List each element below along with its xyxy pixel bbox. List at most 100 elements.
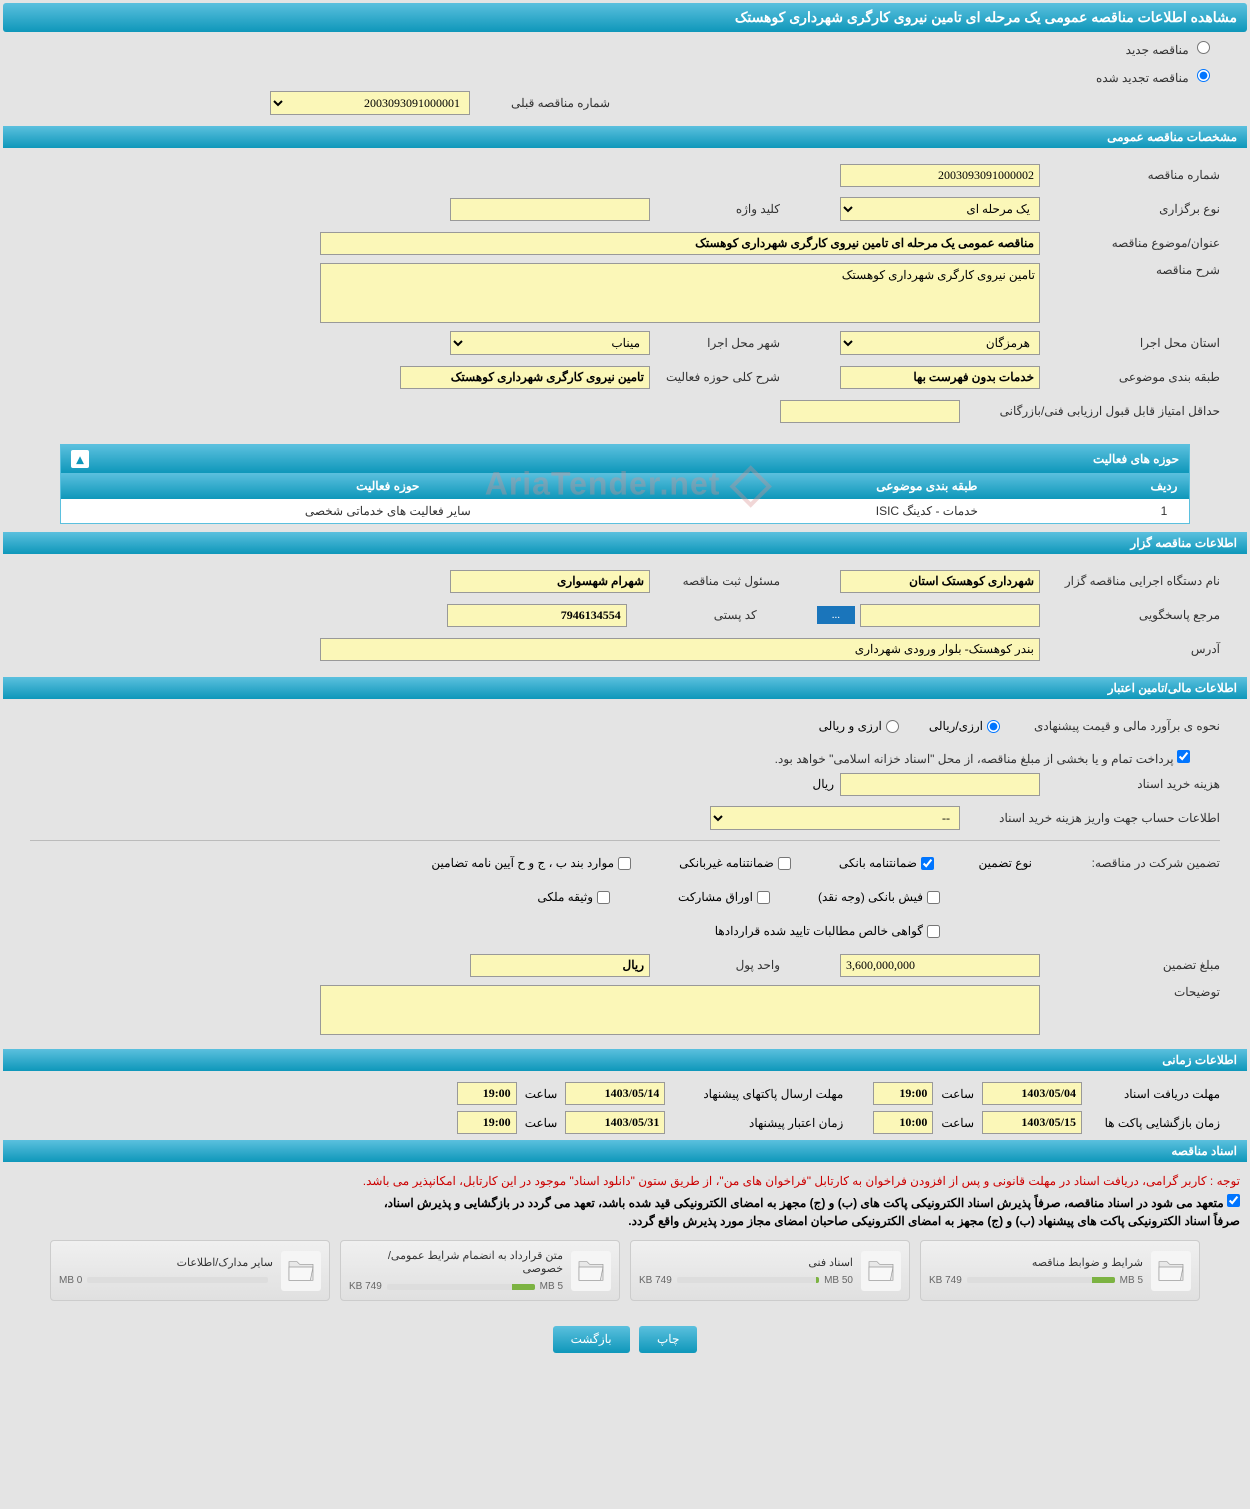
scope-label: شرح کلی حوزه فعالیت [650,370,780,384]
guarantee-section-label: تضمین شرکت در مناقصه: [1040,856,1220,870]
section-financial: اطلاعات مالی/تامین اعتبار [3,677,1247,699]
activities-title: حوزه های فعالیت [1093,452,1179,466]
col-field: حوزه فعالیت [61,473,715,499]
validity-time[interactable] [457,1111,517,1134]
folder-icon [861,1251,901,1291]
radio-new-label: مناقصه جدید [1126,43,1189,57]
section-timing: اطلاعات زمانی [3,1049,1247,1071]
province-label: استان محل اجرا [1040,336,1220,350]
radio-currency-label: ارزی و ریالی [819,719,882,733]
category-input[interactable] [840,366,1040,389]
category-label: طبقه بندی موضوعی [1040,370,1220,384]
description-textarea[interactable]: تامین نیروی کارگری شهرداری کوهستک [320,263,1040,323]
check-nonbank[interactable] [778,857,791,870]
commitment-checkbox[interactable] [1227,1194,1240,1207]
page-title: مشاهده اطلاعات مناقصه عمومی یک مرحله ای … [3,3,1247,32]
holding-type-select[interactable]: یک مرحله ای [840,197,1040,221]
device-input[interactable] [840,570,1040,593]
doc-title: سایر مدارک/اطلاعات [59,1256,273,1269]
description-label: شرح مناقصه [1040,263,1220,277]
radio-renewed-tender[interactable] [1197,69,1210,82]
doc-price-label: هزینه خرید اسناد [1040,777,1220,791]
radio-new-tender[interactable] [1197,41,1210,54]
proposal-label: مهلت ارسال پاکتهای پیشنهاد [673,1087,843,1101]
doc-total: 5 MB [540,1281,563,1292]
section-documents: اسناد مناقصه [3,1140,1247,1162]
check-bonds[interactable] [757,891,770,904]
print-button[interactable]: چاپ [639,1326,697,1353]
keyword-input[interactable] [450,198,650,221]
activities-table: ردیف طبقه بندی موضوعی حوزه فعالیت 1 خدما… [61,473,1189,523]
section-general: مشخصات مناقصه عمومی [3,126,1247,148]
registrar-input[interactable] [450,570,650,593]
contact-input[interactable] [860,604,1040,627]
doc-total: 50 MB [824,1275,853,1286]
address-input[interactable] [320,638,1040,661]
guarantee-amount-input[interactable] [840,954,1040,977]
address-label: آدرس [1040,642,1220,656]
back-button[interactable]: بازگشت [553,1326,630,1353]
check-property[interactable] [597,891,610,904]
scope-input[interactable] [400,366,650,389]
city-select[interactable]: میناب [450,331,650,355]
doc-price-input[interactable] [840,773,1040,796]
check-receipt[interactable] [927,891,940,904]
currency-unit-label: واحد پول [650,958,780,972]
postal-input[interactable] [447,604,627,627]
account-label: اطلاعات حساب جهت واریز هزینه خرید اسناد [960,811,1220,825]
folder-icon [281,1251,321,1291]
payment-note: پرداخت تمام و یا بخشی از مبلغ مناقصه، از… [775,752,1174,766]
city-label: شهر محل اجرا [650,336,780,350]
doc-box[interactable]: اسناد فنی50 MB749 KB [630,1240,910,1301]
doc-note-red: توجه : کاربر گرامی، دریافت اسناد در مهلت… [0,1170,1250,1192]
radio-rial-label: ارزی/ریالی [929,719,983,733]
opening-date[interactable] [982,1111,1082,1134]
doc-deadline-label: مهلت دریافت اسناد [1090,1087,1220,1101]
tender-number-label: شماره مناقصه [1040,168,1220,182]
folder-icon [571,1251,611,1291]
proposal-time[interactable] [457,1082,517,1105]
doc-box[interactable]: شرایط و ضوابط مناقصه5 MB749 KB [920,1240,1200,1301]
folder-icon [1151,1251,1191,1291]
treasury-checkbox[interactable] [1177,750,1190,763]
contact-label: مرجع پاسخگویی [1040,608,1220,622]
doc-note-3: صرفاً اسناد الکترونیکی پاکت های پیشنهاد … [0,1212,1250,1230]
estimate-label: نحوه ی برآورد مالی و قیمت پیشنهادی [1000,719,1220,733]
validity-date[interactable] [565,1111,665,1134]
check-certificate[interactable] [927,925,940,938]
doc-box[interactable]: متن قرارداد به انضمام شرایط عمومی/خصوصی5… [340,1240,620,1301]
account-select[interactable]: -- [710,806,960,830]
doc-deadline-time-label: ساعت [941,1087,974,1101]
postal-label: کد پستی [627,608,757,622]
collapse-icon[interactable]: ▴ [71,450,89,468]
opening-time[interactable] [873,1111,933,1134]
notes-label: توضیحات [1040,985,1220,999]
doc-deadline-time[interactable] [873,1082,933,1105]
doc-box[interactable]: سایر مدارک/اطلاعات 0 MB [50,1240,330,1301]
doc-deadline-date[interactable] [982,1082,1082,1105]
check-regulation[interactable] [618,857,631,870]
doc-title: اسناد فنی [639,1256,853,1269]
prev-number-select[interactable]: 2003093091000001 [270,91,470,115]
min-score-input[interactable] [780,400,960,423]
notes-textarea[interactable] [320,985,1040,1035]
guarantee-type-label: نوع تضمین [942,856,1032,870]
device-label: نام دستگاه اجرایی مناقصه گزار [1040,574,1220,588]
province-select[interactable]: هرمزگان [840,331,1040,355]
doc-size: 0 MB [59,1275,82,1286]
prev-number-label: شماره مناقصه قبلی [480,96,610,110]
radio-rial[interactable] [987,720,1000,733]
validity-label: زمان اعتبار پیشنهاد [673,1116,843,1130]
subject-input[interactable] [320,232,1040,255]
proposal-date[interactable] [565,1082,665,1105]
contact-browse-button[interactable]: ... [817,606,855,624]
tender-number-input[interactable] [840,164,1040,187]
opening-label: زمان بازگشایی پاکت ها [1090,1116,1220,1130]
doc-note-2: متعهد می شود در اسناد مناقصه، صرفاً پذیر… [384,1196,1224,1210]
registrar-label: مسئول ثبت مناقصه [650,574,780,588]
radio-currency[interactable] [886,720,899,733]
currency-unit-input[interactable] [470,954,650,977]
min-score-label: حداقل امتیاز قابل قبول ارزیابی فنی/بازرگ… [960,404,1220,418]
check-bank-guarantee[interactable] [921,857,934,870]
section-organizer: اطلاعات مناقصه گزار [3,532,1247,554]
